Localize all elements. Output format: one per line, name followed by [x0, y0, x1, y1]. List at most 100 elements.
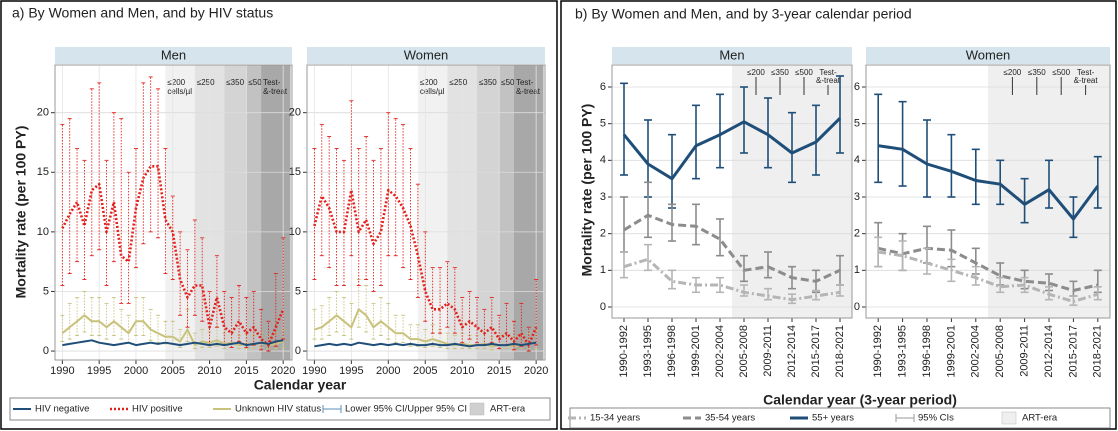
y-tick-label: 5	[600, 118, 606, 130]
x-axis-title: Calendar year	[254, 377, 347, 393]
art-era-label: ≤200	[1004, 68, 1022, 77]
art-era-band	[417, 65, 448, 360]
y-tick-label: 4	[600, 154, 606, 166]
x-tick-label: 2000	[124, 365, 148, 377]
art-era-label: ≤250	[197, 78, 215, 87]
x-tick-label: 1996-1998	[921, 325, 933, 378]
x-tick-label: 2005-2008	[738, 325, 750, 378]
y-tick-label: 3	[854, 191, 860, 203]
y-tick-label: 6	[600, 81, 606, 93]
x-tick-label: 1990	[50, 365, 74, 377]
y-axis-title: Mortality rate (per 100 PY)	[13, 126, 29, 299]
plot-frame	[865, 64, 1111, 319]
x-tick-label: 1990-1992	[618, 325, 630, 378]
art-era-label: Test-	[263, 78, 281, 87]
x-tick-label: 1995	[339, 365, 363, 377]
series-line	[622, 117, 842, 181]
y-tick-label: 20	[37, 107, 49, 119]
facet-title: Women	[404, 47, 449, 62]
facet-strip	[612, 47, 852, 64]
y-axis-title: Mortality rate (per 100 PY)	[579, 104, 595, 277]
x-tick-label: 2015	[487, 365, 511, 377]
legend-label: Lower 95% CI/Upper 95% CI	[345, 404, 467, 415]
art-era-label: ≤200	[420, 78, 438, 87]
art-era-label: cells/µl	[167, 87, 192, 96]
legend-label: ART-era	[1022, 413, 1058, 424]
art-era-label: ≤500	[501, 78, 519, 87]
legend-label: 55+ years	[812, 413, 854, 424]
x-tick-label: 1996-1998	[666, 325, 678, 378]
legend-label: Unknown HIV status	[235, 404, 321, 415]
x-tick-label: 2010	[197, 365, 221, 377]
y-tick-label: 6	[854, 81, 860, 93]
series-line	[623, 213, 841, 283]
art-era-label: ≤350	[226, 78, 244, 87]
facet-strip	[866, 47, 1110, 64]
art-era-label: ≤200	[747, 68, 765, 77]
x-tick-label: 1990	[302, 365, 326, 377]
art-era-label: ≤350	[771, 68, 789, 77]
plot-frame	[54, 64, 293, 361]
art-era-label: &-treat	[516, 87, 541, 96]
x-axis-title: Calendar year (3-year period)	[763, 392, 957, 408]
x-tick-label: 2020	[524, 365, 548, 377]
x-tick-label: 2018-2021	[834, 325, 846, 378]
art-era-label: cells/µl	[420, 87, 445, 96]
legend-label: 15-34 years	[590, 413, 640, 424]
legend-label: 35-54 years	[705, 413, 755, 424]
art-era-label: &-treat	[816, 76, 841, 85]
art-era-band	[477, 65, 500, 360]
x-tick-label: 1993-1995	[642, 325, 654, 378]
x-tick-label: 2000	[376, 365, 400, 377]
art-era-label: Test-	[1077, 68, 1095, 77]
facet-strip	[307, 47, 545, 64]
facet-strip	[55, 47, 292, 64]
facet-title: Men	[719, 47, 744, 62]
y-tick-label: 0	[854, 301, 860, 313]
x-tick-label: 1990-1992	[872, 325, 884, 378]
x-tick-label: 2020	[271, 365, 295, 377]
y-tick-label: 5	[295, 285, 301, 297]
y-tick-label: 2	[854, 228, 860, 240]
y-tick-label: 3	[600, 191, 606, 203]
y-tick-label: 20	[289, 107, 301, 119]
legend-swatch	[1001, 411, 1017, 425]
art-era-band	[499, 65, 514, 360]
art-era-label: &-treat	[1074, 76, 1099, 85]
legend-label: HIV positive	[132, 404, 183, 415]
art-era-label: ≤350	[1028, 68, 1046, 77]
panel-title: b) By Women and Men, and by 3-year calen…	[575, 6, 912, 22]
y-tick-label: 10	[289, 226, 301, 238]
y-tick-label: 10	[37, 226, 49, 238]
x-tick-label: 2002-2004	[970, 325, 982, 378]
series-line	[314, 341, 537, 348]
y-tick-label: 4	[854, 154, 860, 166]
plot-frame	[306, 64, 546, 361]
x-tick-label: 1993-1995	[897, 325, 909, 378]
facet-title: Women	[966, 47, 1011, 62]
art-era-band	[224, 65, 247, 360]
x-tick-label: 2012-2014	[786, 325, 798, 378]
y-tick-label: 5	[854, 118, 860, 130]
series-line	[313, 188, 538, 347]
art-era-band	[261, 65, 291, 360]
x-tick-label: 2015	[234, 365, 258, 377]
legend-box	[9, 397, 551, 421]
art-era-label: ≤500	[795, 68, 813, 77]
legend-label: HIV negative	[35, 404, 89, 415]
art-era-label: ≤200	[167, 78, 185, 87]
y-tick-label: 1	[600, 264, 606, 276]
x-tick-label: 1999-2001	[690, 325, 702, 378]
x-tick-label: 2015-2017	[810, 325, 822, 378]
y-tick-label: 0	[43, 345, 49, 357]
series-line	[877, 246, 1099, 292]
x-tick-label: 2009-2011	[1019, 325, 1031, 377]
y-tick-label: 5	[43, 285, 49, 297]
x-tick-label: 2005	[413, 365, 437, 377]
y-tick-label: 15	[37, 166, 49, 178]
panel-title: a) By Women and Men, and by HIV status	[12, 5, 273, 21]
y-tick-label: 2	[600, 228, 606, 240]
x-tick-label: 2018-2021	[1092, 325, 1104, 378]
plot-frame	[611, 64, 853, 319]
